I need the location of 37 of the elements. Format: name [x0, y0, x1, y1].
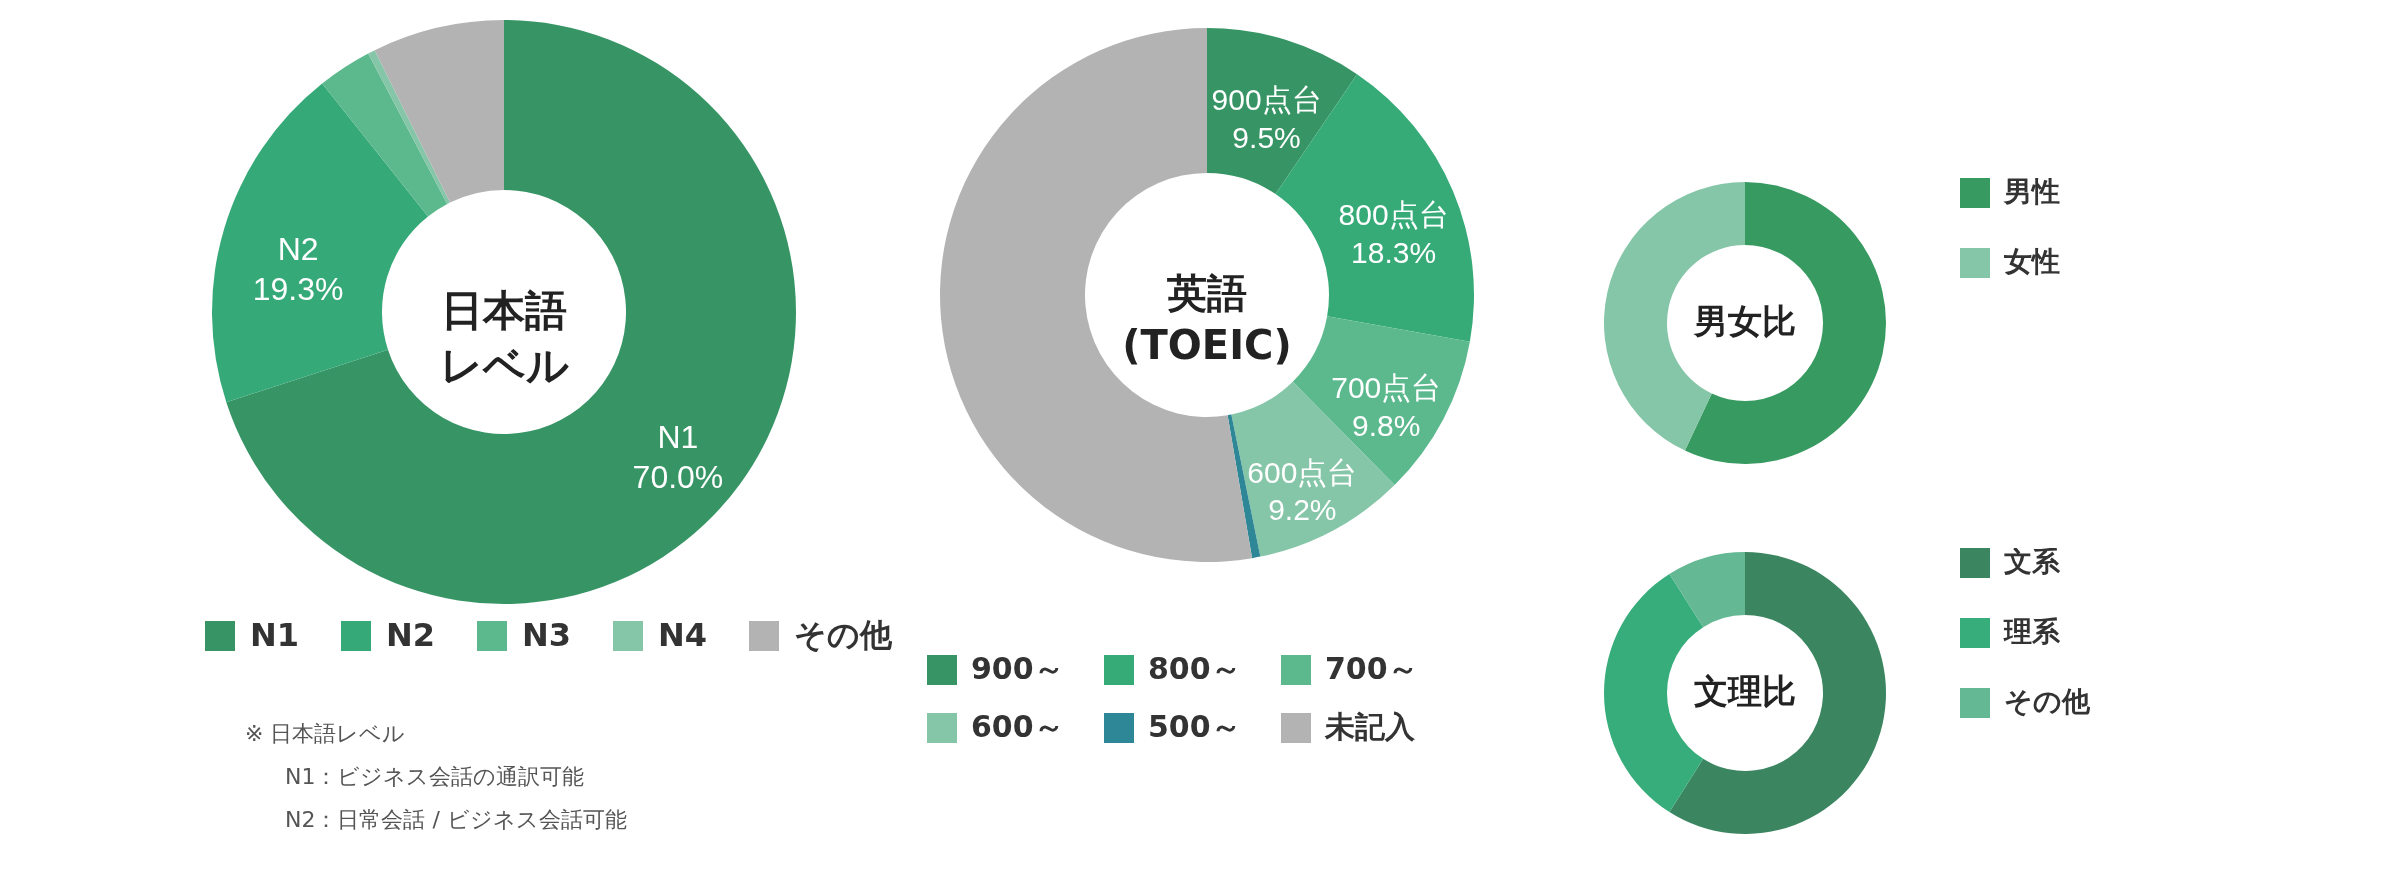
legend-label: 600～ [971, 709, 1064, 744]
donut-slice [1207, 28, 1358, 195]
donut-slice [368, 50, 450, 204]
data-label: 700点台 9.8% [1331, 371, 1442, 442]
donut-slice [1684, 182, 1886, 464]
text: ※ 日本語レベル [245, 720, 407, 748]
data-label: 600点台 9.2% [1247, 455, 1358, 527]
legend-label: 700～ [1325, 651, 1418, 686]
text: N1：ビジネス会話の通訳可能 [284, 763, 586, 791]
text: 英語 (TOEIC) [1122, 270, 1292, 368]
donut-slice [1669, 552, 1886, 834]
legend-label: 男性 [2003, 175, 2060, 208]
legend-label: N3 [522, 616, 572, 654]
donut-slice [374, 20, 504, 203]
legend-label: その他 [2004, 685, 2091, 718]
text: 文理比 [1694, 671, 1796, 711]
text: N2：日常会話 / ビジネス会話可能 [284, 806, 627, 834]
donut-slice [226, 20, 796, 604]
text: 男女比 [1693, 301, 1796, 341]
data-label: 900点台 9.5% [1211, 83, 1322, 154]
data-label: N2 19.3% [252, 231, 344, 308]
legend-label: その他 [794, 616, 893, 654]
data-label: N1 70.0% [632, 419, 724, 496]
legend-label: 理系 [2003, 615, 2061, 648]
data-label: 800点台 18.3% [1338, 198, 1449, 269]
legend-label: 800～ [1148, 651, 1241, 686]
donut-slice [322, 53, 448, 217]
legend-label: 900～ [971, 651, 1064, 686]
donut-slice [212, 83, 429, 403]
text: 日本語レベル [439, 286, 569, 390]
legend-label: N4 [658, 616, 708, 654]
donut-slice [1669, 552, 1745, 628]
legend-label: 500～ [1148, 709, 1241, 744]
legend-label: 女性 [2003, 245, 2060, 278]
legend-label: N1 [250, 616, 300, 654]
legend-label: N2 [386, 616, 436, 654]
legend-label: 未記入 [1324, 709, 1416, 744]
